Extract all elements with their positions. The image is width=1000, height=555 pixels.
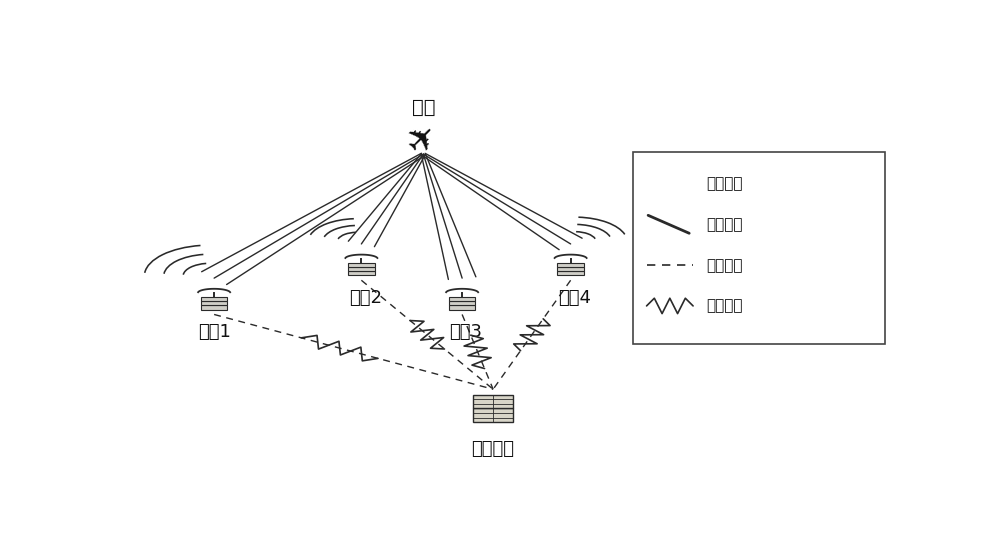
Bar <box>557 263 584 268</box>
Bar <box>201 305 227 310</box>
Bar <box>201 297 227 301</box>
Bar <box>348 271 375 275</box>
Bar <box>473 408 513 422</box>
Bar <box>449 305 475 310</box>
Text: 雷达3: 雷达3 <box>450 324 482 341</box>
Bar <box>449 297 475 301</box>
Bar <box>449 301 475 305</box>
Text: 传输延迟: 传输延迟 <box>706 299 743 314</box>
Bar <box>201 301 227 305</box>
Bar <box>557 268 584 271</box>
Bar <box>473 395 513 408</box>
Bar <box>557 271 584 275</box>
Text: 跟踪波束: 跟踪波束 <box>706 217 743 232</box>
Text: 搜索波束: 搜索波束 <box>706 176 743 191</box>
Text: 雷达2: 雷达2 <box>349 289 382 307</box>
Text: 目标: 目标 <box>412 98 435 117</box>
Text: 通信链路: 通信链路 <box>706 258 743 273</box>
Bar <box>348 263 375 268</box>
Text: 融合中心: 融合中心 <box>472 440 515 458</box>
Text: 雷达1: 雷达1 <box>198 324 231 341</box>
Text: 雷达4: 雷达4 <box>558 289 591 307</box>
Bar <box>633 152 885 344</box>
Bar <box>348 268 375 271</box>
Text: ✈: ✈ <box>401 117 446 162</box>
